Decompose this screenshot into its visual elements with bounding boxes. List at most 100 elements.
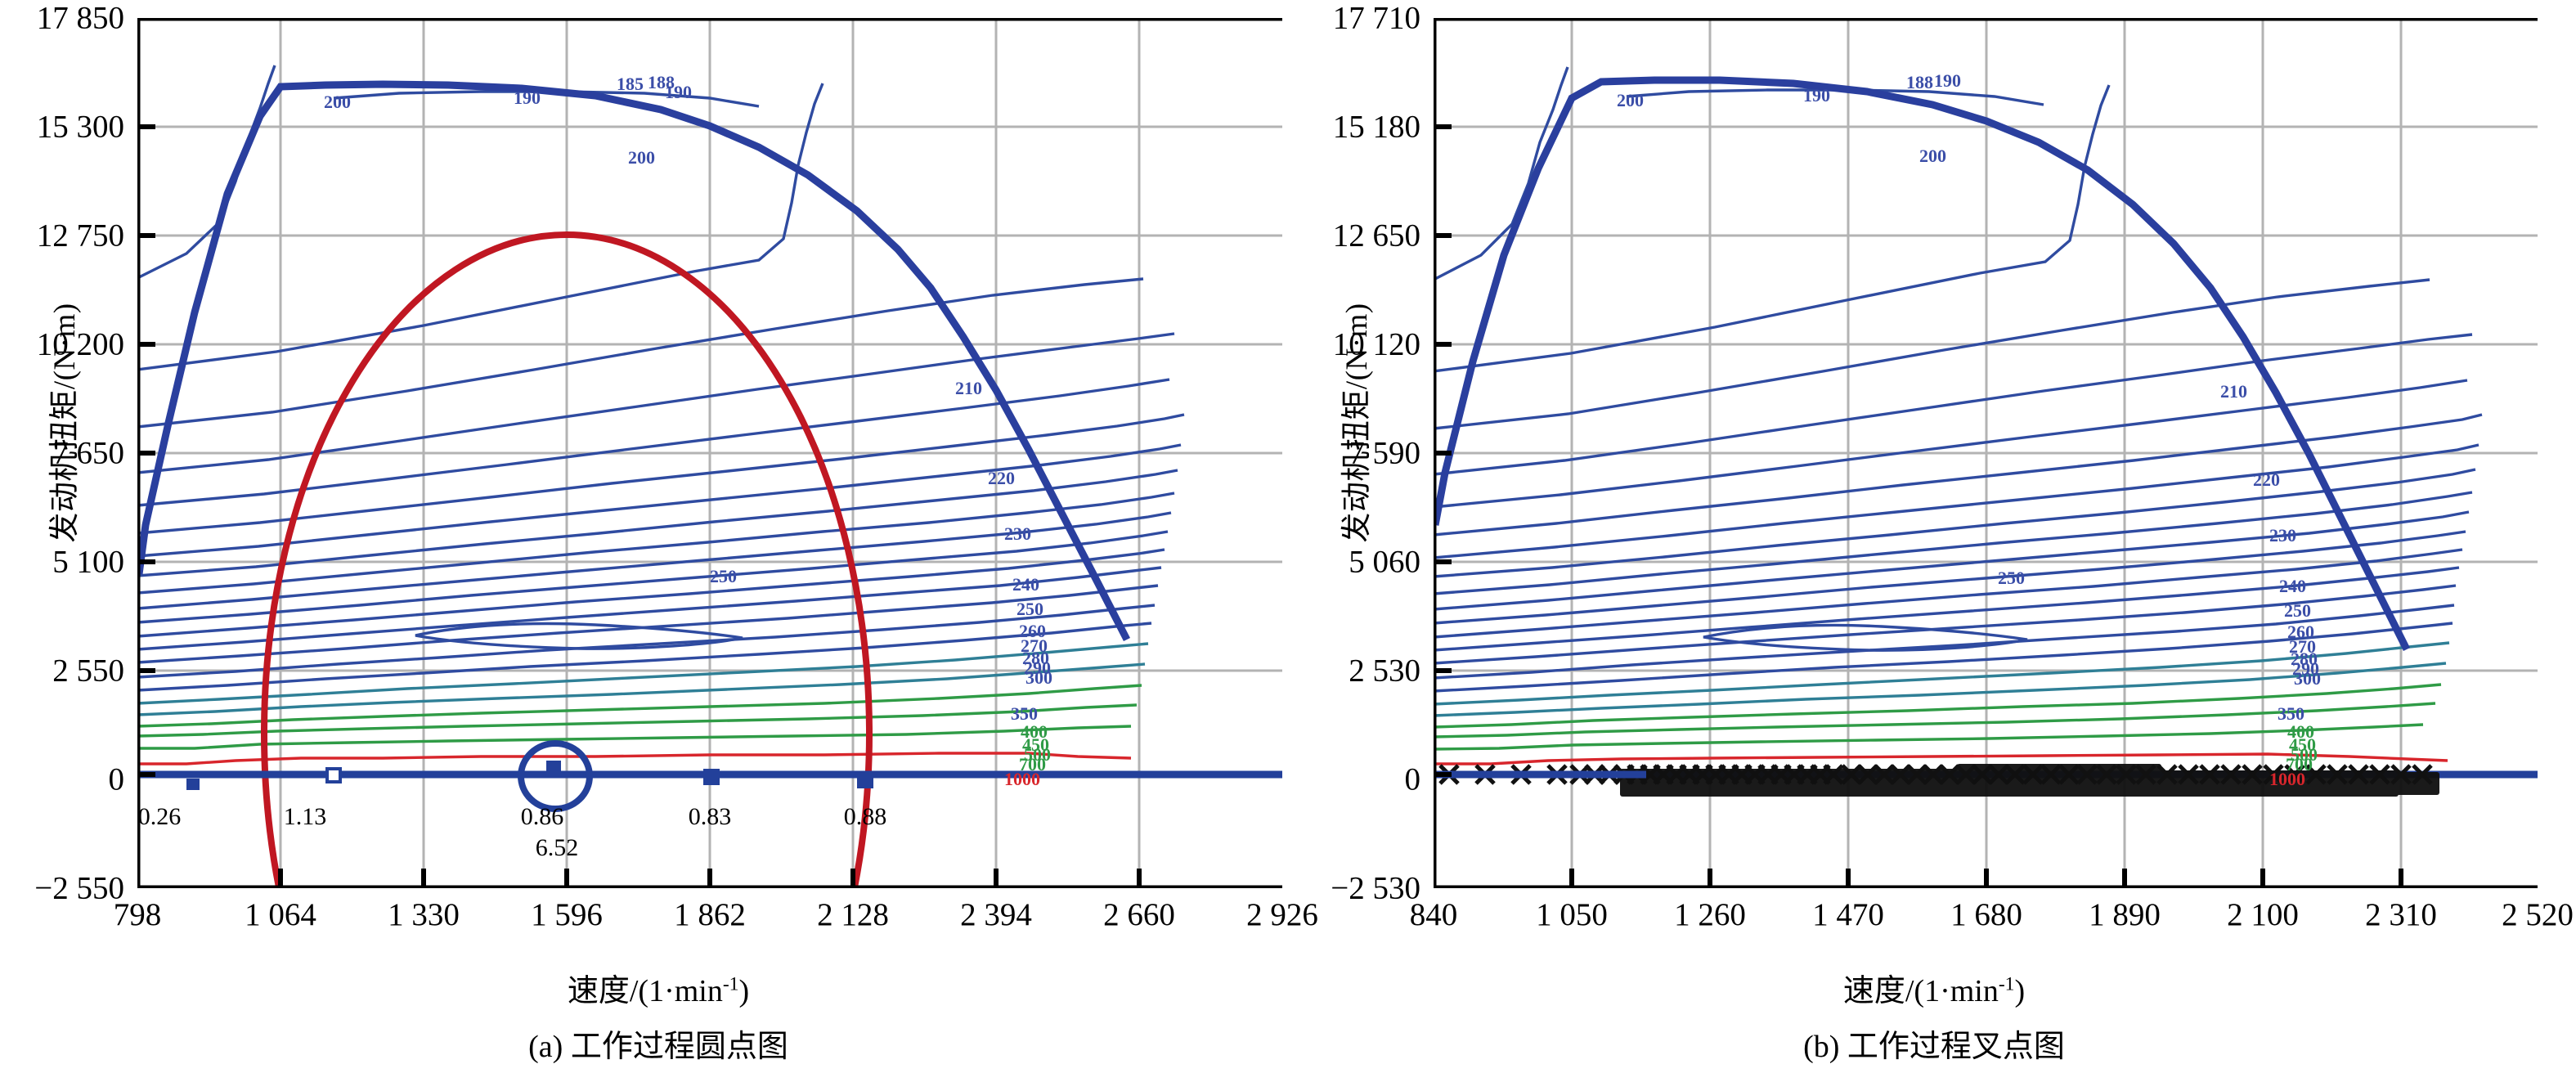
y-tick: 15 300: [36, 109, 124, 145]
overlapping-point-labels-b: [1620, 764, 2439, 797]
contour-label-240: 240: [2279, 576, 2306, 596]
x-tick: 2 128: [817, 897, 889, 932]
contour-label-290: 290: [2292, 658, 2319, 679]
contour-label-230: 230: [2269, 525, 2296, 545]
x-tick: 2 660: [1103, 897, 1175, 932]
contour-label-270: 270: [1021, 635, 1048, 656]
contour-label-280: 280: [1022, 648, 1049, 668]
contour-label-700: 700: [2286, 754, 2313, 774]
grid-lines-b: [1434, 18, 2538, 888]
contour-label-300: 300: [2294, 668, 2321, 689]
x-tick: 1 680: [1950, 897, 2022, 932]
highlighted-point-circle: [518, 740, 593, 812]
x-tick: 2 926: [1246, 897, 1318, 932]
x-tick: 1 596: [531, 897, 603, 932]
contour-label-400: 400: [2287, 721, 2314, 742]
contour-label-190b: 190: [1934, 70, 1961, 91]
panel-a-caption: (a) 工作过程圆点图: [528, 1030, 788, 1064]
y-tick: 5 100: [52, 544, 124, 580]
axis-ticks-a: [137, 124, 1142, 888]
contour-label-250: 250: [2284, 600, 2311, 621]
contour-label-450: 450: [1022, 734, 1049, 755]
y-tick: 2 550: [52, 653, 124, 689]
panel-b-plot-area: 200 190 188 190 200 210 220 230 240 250 …: [1434, 18, 2538, 888]
x-tick: 1 470: [1812, 897, 1884, 932]
contour-label-190: 190: [1803, 85, 1830, 106]
x-tick: 1 064: [245, 897, 316, 932]
point-label-2: 0.86: [521, 803, 564, 830]
contour-value-labels-b: 200 190 188 190 200 210 220 230 240 250 …: [1617, 70, 2321, 789]
panel-a: 发动机扭矩/(N·m) 17 850 15 300 12 750 10 200 …: [0, 0, 1318, 1082]
contour-label-190: 190: [514, 88, 541, 108]
contour-label-260: 260: [1019, 621, 1046, 641]
y-tick: 17 850: [36, 0, 124, 36]
panel-b-y-ticks: 17 710 15 180 12 650 10 120 7 590 5 060 …: [1288, 0, 1420, 1082]
contour-label-350: 350: [1011, 703, 1038, 724]
x-tick: 2 394: [960, 897, 1032, 932]
panel-a-svg: 200 190 185 188 190 200 210 220 230 240 …: [137, 18, 1282, 888]
contour-label-500: 500: [1024, 744, 1051, 765]
y-tick: 10 200: [36, 326, 124, 362]
contour-label-250: 250: [1016, 599, 1043, 619]
x-tick: 2 100: [2227, 897, 2299, 932]
contour-label-210: 210: [2220, 381, 2247, 402]
contour-label-1000: 1000: [1004, 769, 1040, 789]
panel-a-y-ticks: 17 850 15 300 12 750 10 200 7 650 5 100 …: [0, 0, 124, 1082]
contour-label-300: 300: [1025, 667, 1052, 688]
x-tick: 1 890: [2089, 897, 2161, 932]
contour-label-700: 700: [1019, 754, 1046, 774]
y-tick: −2 550: [34, 870, 124, 906]
contour-label-188: 188: [1906, 72, 1933, 92]
contour-label-220: 220: [2253, 469, 2280, 490]
x-tick: 1 050: [1536, 897, 1608, 932]
panel-a-plot-area: 200 190 185 188 190 200 210 220 230 240 …: [137, 18, 1282, 888]
contour-label-1000: 1000: [2269, 769, 2305, 789]
axis-ticks-b: [1434, 124, 2403, 888]
operating-point-markers-a: [186, 761, 873, 790]
red-operating-circle: [261, 231, 873, 888]
y-tick: 12 650: [1332, 218, 1420, 254]
y-tick: 0: [1404, 761, 1421, 797]
point-label-1: 1.13: [284, 803, 327, 830]
contour-lines-b: [1434, 66, 2483, 765]
full-load-envelope-a: [137, 80, 1131, 642]
contour-label-200b: 200: [1919, 146, 1946, 166]
contour-label-260: 260: [2287, 622, 2314, 642]
y-tick: 7 590: [1349, 435, 1420, 471]
x-tick: 798: [113, 897, 162, 932]
contour-lines-a: [137, 65, 1185, 765]
y-tick: −2 530: [1331, 870, 1420, 906]
x-tick: 1 862: [674, 897, 746, 932]
x-tick: 840: [1409, 897, 1458, 932]
x-tick: 2 310: [2365, 897, 2437, 932]
x-axis-title-tail: ): [2014, 974, 2026, 1008]
contour-label-240: 240: [1012, 574, 1039, 595]
panel-b-caption: (b) 工作过程叉点图: [1803, 1030, 2065, 1064]
point-label-4: 0.83: [689, 803, 732, 830]
y-tick: 2 530: [1349, 653, 1420, 689]
panel-b: 发动机扭矩/(N·m) 17 710 15 180 12 650 10 120 …: [1288, 0, 2576, 1082]
panel-b-x-axis-title: 速度/(1·min-1): [1382, 965, 2486, 1010]
contour-label-200b: 200: [628, 147, 655, 168]
point-label-3: 6.52: [536, 834, 579, 861]
x-axis-title-tail: ): [738, 974, 750, 1008]
contour-label-500: 500: [2291, 744, 2318, 765]
contour-label-270: 270: [2289, 636, 2316, 657]
panel-b-svg: 200 190 188 190 200 210 220 230 240 250 …: [1434, 18, 2538, 888]
contour-label-350: 350: [2278, 703, 2304, 724]
y-tick: 15 180: [1332, 109, 1420, 145]
y-tick: 17 710: [1332, 0, 1420, 36]
x-axis-title-main: 速度/(1·min: [567, 974, 723, 1008]
operating-point-labels-a: 0.26 1.13 0.86 6.52 0.83 0.88: [138, 803, 887, 861]
contour-label-280: 280: [2291, 649, 2318, 669]
x-tick: 1 330: [388, 897, 460, 932]
x-tick: 2 520: [2502, 897, 2574, 932]
contour-label-200: 200: [324, 92, 351, 112]
full-load-envelope-b: [1434, 76, 2411, 652]
contour-label-200: 200: [1617, 90, 1644, 110]
contour-label-250b: 250: [1998, 568, 2025, 588]
contour-label-450: 450: [2289, 734, 2316, 755]
x-axis-title-main: 速度/(1·min: [1842, 974, 1999, 1008]
contour-label-250b: 250: [710, 566, 737, 586]
